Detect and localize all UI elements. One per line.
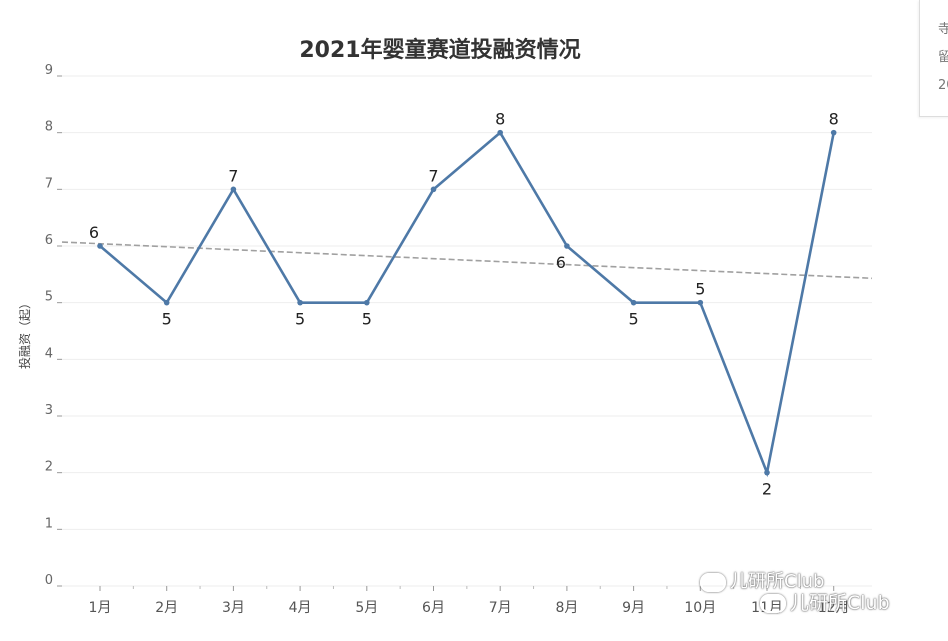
watermark-lower: 儿研所Club — [760, 588, 890, 615]
x-tick-label: 8月 — [555, 600, 578, 616]
grid-lines — [62, 75, 872, 587]
data-point — [764, 469, 770, 476]
data-point — [364, 299, 370, 306]
data-point — [497, 129, 504, 136]
x-axis-ticks: 1月 2月 3月 4月 5月 6月 7月 8月 9月 10月 11月 12月 — [89, 586, 850, 616]
data-label: 7 — [428, 166, 438, 185]
data-label: 6 — [89, 223, 99, 242]
side-panel-line-3: 20 — [938, 78, 948, 93]
series-line — [99, 130, 835, 478]
data-label: 5 — [295, 310, 305, 329]
y-tick-label: 5 — [45, 290, 53, 305]
data-label: 5 — [362, 310, 372, 329]
x-tick-label: 2月 — [155, 600, 178, 616]
wechat-icon — [760, 594, 786, 613]
x-tick-label: 12月 — [818, 600, 850, 616]
data-point — [830, 129, 837, 136]
data-label: 6 — [556, 253, 566, 272]
y-axis-label: 投融资（起） — [17, 297, 32, 369]
data-label: 5 — [695, 280, 705, 299]
data-label: 5 — [162, 310, 172, 329]
wechat-icon — [700, 572, 726, 592]
data-point — [230, 186, 237, 193]
y-tick-label: 8 — [45, 120, 53, 135]
series-layer — [97, 129, 837, 478]
x-tick-label: 1月 — [89, 600, 112, 616]
x-tick-label: 7月 — [489, 600, 512, 616]
y-tick-label: 1 — [45, 516, 53, 531]
data-label: 7 — [228, 166, 238, 185]
data-point — [697, 299, 704, 306]
x-tick-label: 4月 — [289, 600, 312, 616]
x-tick-label: 5月 — [355, 600, 378, 616]
data-label: 2 — [762, 480, 772, 499]
watermark-upper: 儿研所Club — [700, 567, 824, 593]
y-tick-label: 0 — [45, 573, 53, 588]
data-point — [630, 299, 637, 306]
chart-title: 2021年婴童赛道投融资情况 — [299, 37, 580, 63]
y-tick-label: 7 — [45, 176, 53, 191]
data-point — [297, 299, 303, 306]
y-axis-ticks: 0 1 2 3 4 5 6 7 8 9 — [45, 63, 62, 588]
x-tick-label: 6月 — [422, 600, 445, 616]
data-point — [564, 243, 570, 249]
y-tick-label: 6 — [45, 233, 53, 248]
x-tick-label: 10月 — [684, 600, 716, 616]
data-point — [97, 243, 103, 249]
data-point — [430, 186, 437, 193]
watermark-text: 儿研所Club — [790, 592, 890, 614]
side-panel: 寺 留 20 — [919, 0, 948, 117]
data-label: 8 — [495, 110, 505, 129]
data-point — [163, 299, 170, 306]
data-label: 5 — [629, 310, 639, 329]
y-tick-label: 9 — [45, 63, 53, 78]
y-tick-label: 2 — [45, 460, 53, 475]
side-panel-line-1: 寺 — [938, 22, 948, 37]
data-label: 8 — [829, 110, 839, 129]
watermark-text: 儿研所Club — [730, 571, 825, 592]
x-tick-label: 3月 — [222, 600, 245, 616]
trend-line — [61, 241, 873, 280]
y-tick-label: 4 — [45, 346, 53, 361]
trend-line-layer — [61, 241, 873, 280]
x-tick-label: 9月 — [622, 600, 645, 616]
side-panel-line-2: 留 — [938, 50, 948, 65]
y-tick-label: 3 — [45, 403, 53, 418]
data-label-layer: 6 5 7 5 5 7 8 6 5 5 2 8 — [89, 110, 839, 499]
